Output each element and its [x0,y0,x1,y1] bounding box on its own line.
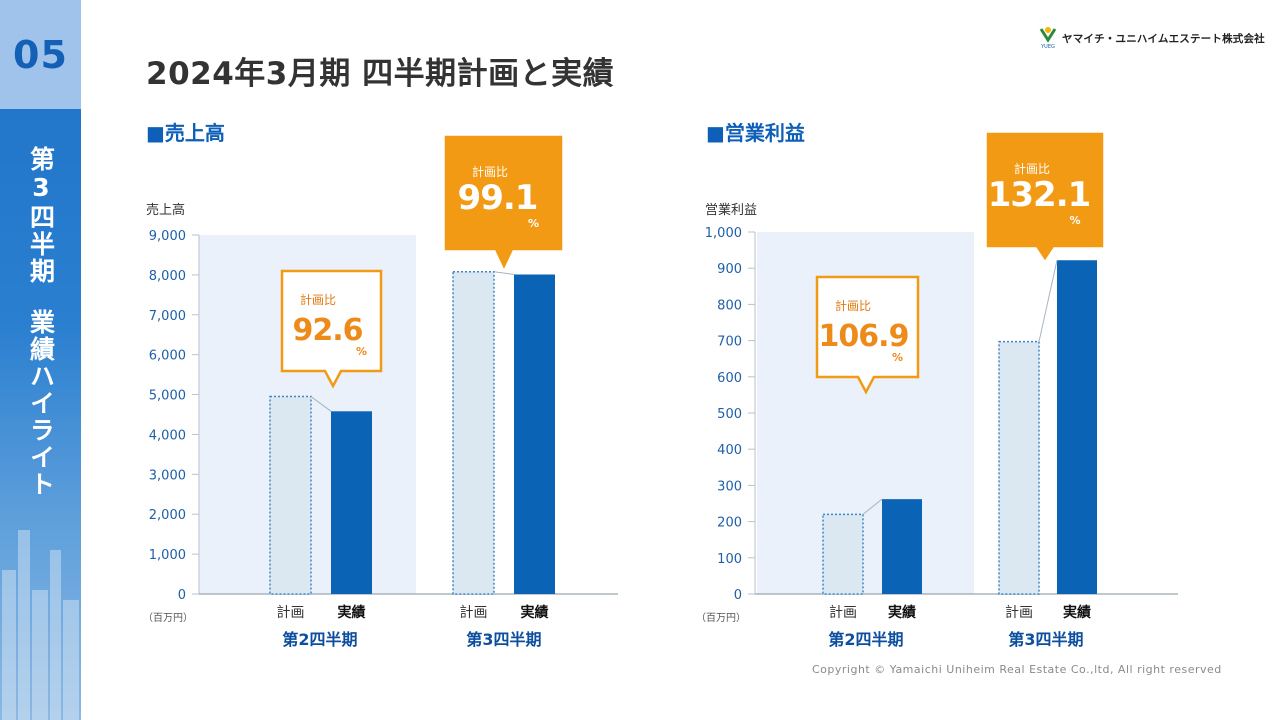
company-logo: YUEG ヤマイチ・ユニハイムエステート株式会社 [1039,26,1265,50]
group-label: 第3四半期 [466,630,541,649]
callout-unit: % [356,345,367,358]
callout-box [280,269,383,389]
y-tick-label: 5,000 [149,389,186,404]
callout-unit: % [528,217,539,230]
page-title: 2024年3月期 四半期計画と実績 [146,56,615,92]
bar-connector [862,498,883,515]
y-tick-label: 2,000 [149,508,186,523]
bar-label-actual: 実績 [338,604,366,621]
bar-plan [822,513,864,595]
bar-actual [514,274,555,594]
y-tick-label: 0 [734,588,742,603]
y-tick-label: 4,000 [149,428,186,443]
y-tick-label: 1,000 [149,548,186,563]
bar-connector [310,396,332,412]
callout-value: 99.1 [458,178,538,218]
group-label: 第2四半期 [282,630,357,649]
section-title-main: 第3四半期 [26,146,56,285]
callout-value: 92.6 [292,313,362,348]
bar-connector [493,271,515,275]
bar-plan [452,270,495,595]
y-tick-label: 7,000 [149,309,186,324]
callout-unit: % [892,351,903,364]
callout-label: 計画比 [1014,161,1050,176]
chart-title: ■売上高 [146,121,225,145]
bar-label-actual: 実績 [1063,604,1091,621]
group-label: 第3四半期 [1008,630,1083,649]
y-axis-label: 営業利益 [705,202,757,218]
callout-label: 計画比 [472,164,508,179]
bar-label-plan: 計画 [277,605,305,621]
bar-label-actual: 実績 [888,604,916,621]
y-tick-label: 200 [717,516,742,531]
y-axis-label: 売上高 [146,202,185,218]
callout-ratio: 計画比 106.9% [815,275,920,395]
bar-plan [998,340,1040,595]
callout-value: 132.1 [988,175,1091,215]
bar-label-plan: 計画 [829,605,857,621]
bar-label-plan: 計画 [1005,605,1033,621]
y-tick-label: 0 [178,588,186,603]
y-tick-label: 800 [717,298,742,313]
bar-label-plan: 計画 [460,605,488,621]
city-skyline-image [2,530,79,720]
callout-ratio: 計画比 92.6% [280,269,383,389]
y-tick-label: 1,000 [705,226,742,241]
logo-mark-text: YUEG [1040,44,1055,50]
callout-box [815,275,920,395]
callout-label: 計画比 [300,292,336,307]
unit-label: （百万円） [143,612,193,624]
company-name: ヤマイチ・ユニハイムエステート株式会社 [1062,32,1265,45]
company-logo-icon: YUEG [1039,27,1057,50]
y-tick-label: 8,000 [149,269,186,284]
callout-box [444,135,563,269]
callout-unit: % [1069,214,1080,227]
y-tick-label: 3,000 [149,468,186,483]
chart-title: ■営業利益 [706,121,805,145]
bar-label-actual: 実績 [521,604,549,621]
section-title-sub: 業績ハイライト [26,309,56,498]
bar-plan [269,395,312,595]
y-tick-label: 6,000 [149,349,186,364]
section-sidebar: 05 第3四半期 業績ハイライト [0,0,81,720]
section-number-box: 05 [0,0,81,109]
callout-box [986,132,1104,261]
bar-actual [882,499,922,594]
y-tick-label: 700 [717,335,742,350]
bar-actual [1057,260,1097,594]
section-title: 第3四半期 業績ハイライト [0,146,81,498]
callout-value: 106.9 [819,319,909,354]
y-tick-label: 600 [717,371,742,386]
unit-label: （百万円） [696,612,746,624]
y-tick-label: 300 [717,479,742,494]
y-tick-label: 900 [717,262,742,277]
y-tick-label: 500 [717,407,742,422]
y-tick-label: 400 [717,443,742,458]
section-number: 05 [13,32,68,77]
callout-label: 計画比 [835,298,871,313]
bar-actual [331,411,372,594]
copyright: Copyright © Yamaichi Uniheim Real Estate… [812,663,1222,676]
bar-connector [1038,260,1058,342]
y-tick-label: 100 [717,552,742,567]
group-label: 第2四半期 [828,630,903,649]
y-tick-label: 9,000 [149,229,186,244]
